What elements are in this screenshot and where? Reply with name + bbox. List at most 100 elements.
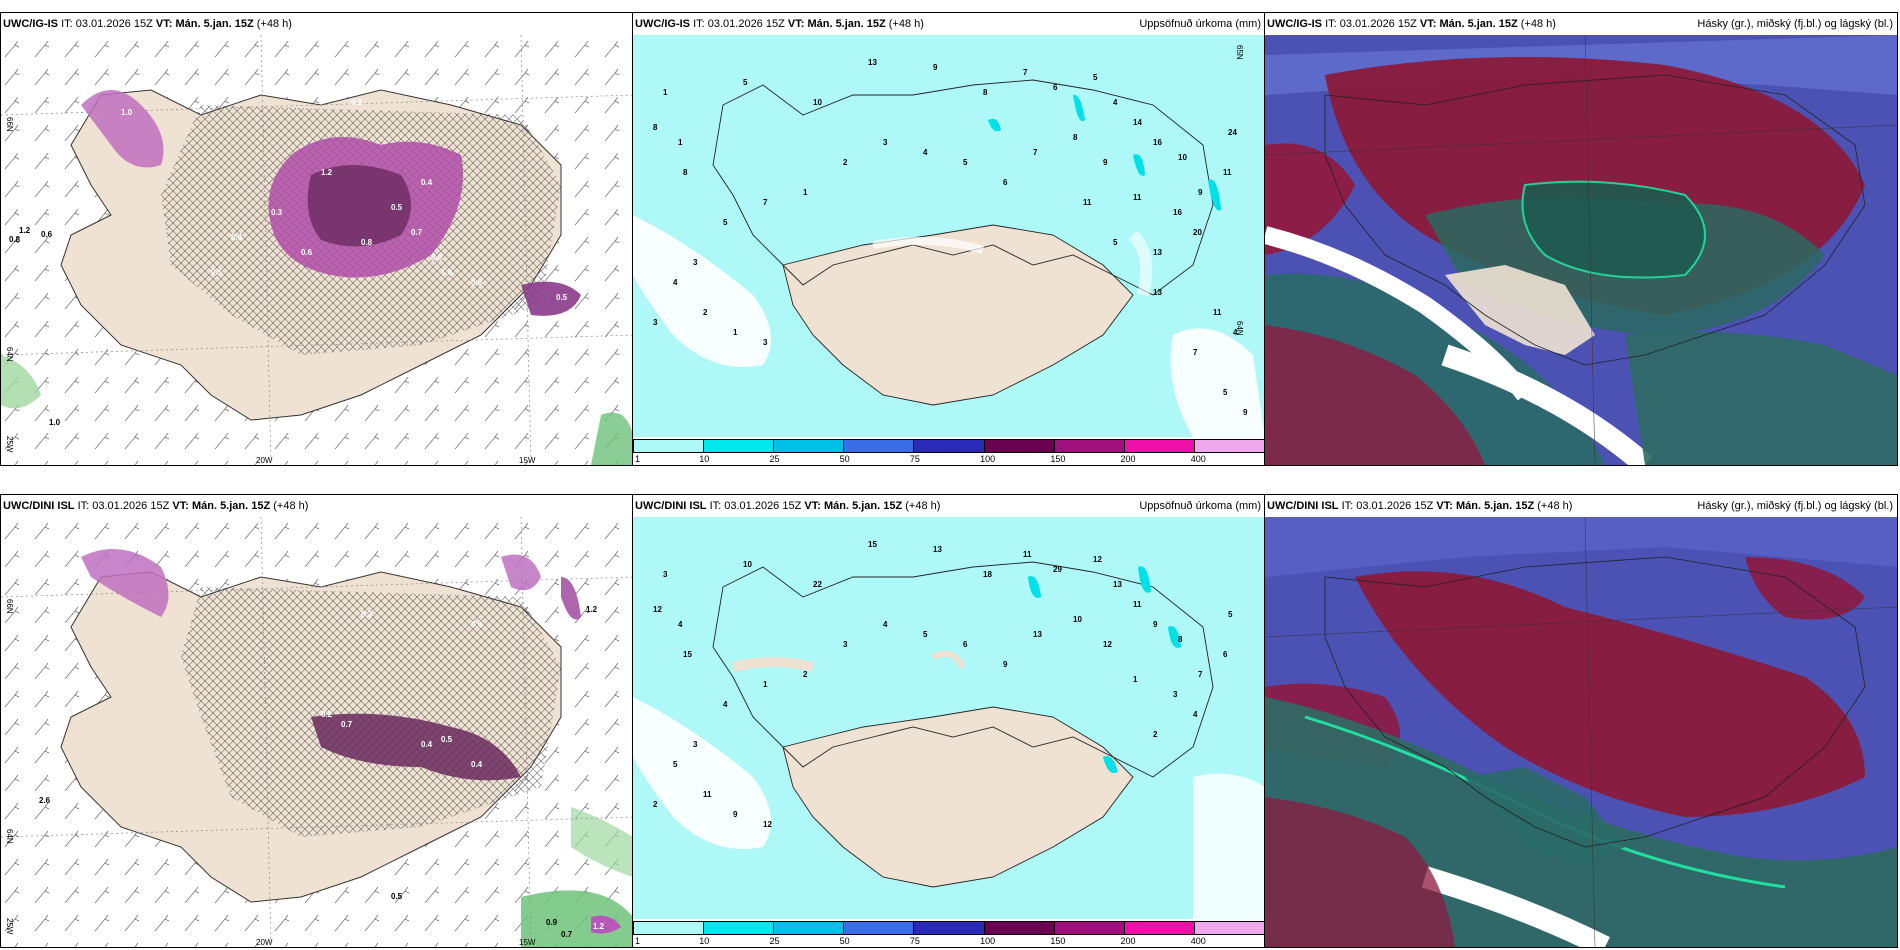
precip-value-label: 3 [663, 570, 668, 579]
colorbar-tick-label: 75 [909, 454, 920, 464]
panel-wind-precip-top: UWC/IG-IS IT: 03.01.2026 15Z VT: Mán. 5.… [0, 12, 634, 466]
panel-clouds-bottom: UWC/DINI ISL IT: 03.01.2026 15Z VT: Mán.… [1264, 494, 1898, 948]
precip-value-label: 13 [1153, 248, 1162, 257]
colorbar-tick-label: 25 [769, 454, 780, 464]
coast-value: 1.0 [49, 418, 61, 427]
precip-value-label: 6 [1003, 178, 1008, 187]
map-svg-2: 65N 64N 11885101398765414161091124201613… [633, 35, 1265, 437]
value-label: 0.7 [411, 228, 423, 237]
precip-value-label: 9 [933, 63, 938, 72]
panel-accum-precip-bottom: UWC/DINI ISL IT: 03.01.2026 15Z VT: Mán.… [632, 494, 1266, 948]
map-accum-precip[interactable]: 65N 64N 1 1 8 8 5 10 13 9 8 7 6 5 4 14 16 10 9 11 24 20 16 13… [633, 35, 1265, 437]
model-name: UWC/DINI ISL [635, 500, 707, 512]
coast-value: 0.6 [41, 230, 53, 239]
precip-value-label: 11 [1023, 550, 1032, 559]
colorbar-swatch [843, 921, 914, 935]
colorbar-swatch [773, 921, 844, 935]
lead-time: (+48 h) [1537, 500, 1573, 512]
precip-value-label: 12 [763, 820, 772, 829]
precip-value-label: 13 [868, 58, 877, 67]
colorbar-tick-label: 75 [909, 936, 920, 946]
panel-header: UWC/DINI ISL IT: 03.01.2026 15Z VT: Mán.… [1, 495, 633, 517]
precip-value-label: 2 [843, 158, 848, 167]
model-name: UWC/IG-IS [635, 18, 690, 30]
precip-value-label: 8 [1178, 635, 1183, 644]
colorbar-swatch [983, 439, 1054, 453]
precip-value-label: 5 [923, 630, 928, 639]
value-label: 0.6 [471, 278, 483, 287]
value-label: 0.7 [341, 720, 353, 729]
value-label: 0.3 [271, 208, 283, 217]
value-label: 1.0 [121, 108, 133, 117]
colorbar-tick-label: 100 [980, 454, 996, 464]
precip-value-label: 2 [703, 308, 708, 317]
value-label: 0.4 [231, 233, 243, 242]
value-label: 0.6 [471, 620, 483, 629]
colorbar-tick-label: 10 [699, 454, 710, 464]
value-label: 0.7 [541, 570, 553, 579]
vt-label: VT: [172, 500, 189, 512]
value-label: 0.4 [421, 740, 433, 749]
lat-label: 66N [5, 117, 14, 132]
precip-value-label: 8 [983, 88, 988, 97]
precip-value-label: 2 [803, 670, 808, 679]
value-label: 0.6 [301, 248, 313, 257]
map-clouds[interactable] [1265, 517, 1897, 947]
value-label: 0.9 [431, 253, 443, 262]
precip-value-label: 5 [743, 78, 748, 87]
lat-label: 64N [1235, 321, 1244, 336]
map-svg-4: 66N 64N 25W 20W 15W 0.2 0.7 0.4 0.5 0.6 … [1, 517, 633, 947]
map-svg-3 [1265, 35, 1897, 465]
precip-value-label: 7 [1198, 670, 1203, 679]
vt-label: VT: [787, 18, 805, 30]
model-name: UWC/DINI ISL [1267, 500, 1339, 512]
colorbar-tick-label: 400 [1190, 936, 1206, 946]
colorbar-tick-label: 1 [635, 454, 641, 464]
cloud-title: Hásky (gr.), miðský (fj.bl.) og lágský (… [1697, 500, 1893, 512]
panel-header: UWC/DINI ISL IT: 03.01.2026 15Z VT: Mán.… [633, 495, 1265, 517]
vt-label: VT: [804, 500, 821, 512]
precip-value-label: 7 [1193, 348, 1198, 357]
precip-value-label: 4 [1233, 328, 1238, 337]
panel-accum-precip-top: UWC/IG-IS IT: 03.01.2026 15Z VT: Mán. 5.… [632, 12, 1266, 466]
precip-value-label: 15 [868, 540, 877, 549]
precip-value-label: 5 [723, 218, 728, 227]
coast-value: 0.5 [391, 892, 403, 901]
map-wind-precip[interactable]: 66N 64N 25W 20W 15W 0.2 0.7 0.4 0.5 0.6 … [1, 517, 633, 947]
precip-value-label: 5 [1113, 238, 1118, 247]
it-value: 03.01.2026 15Z [75, 18, 153, 30]
lat-label: 65N [1235, 45, 1244, 60]
value-label: 1.2 [586, 605, 598, 614]
value-label: 0.4 [421, 178, 433, 187]
map-clouds[interactable] [1265, 35, 1897, 465]
colorbar-swatch [983, 921, 1054, 935]
precip-value-label: 4 [678, 620, 683, 629]
colorbar: 1 10 25 50 75 100 150 200 400 [633, 437, 1265, 465]
panel-header: UWC/DINI ISL IT: 03.01.2026 15Z VT: Mán.… [1265, 495, 1897, 517]
precip-value-label: 6 [963, 640, 968, 649]
colorbar: 1 10 25 50 75 100 150 200 400 [633, 919, 1265, 947]
map-svg-1: 66N 64N 25W 20W 15W 0.3 1.2 0.4 0.5 0.8 … [1, 35, 633, 465]
colorbar-tick-label: 200 [1120, 936, 1136, 946]
colorbar-tick-label: 150 [1050, 454, 1066, 464]
precip-value-label: 5 [673, 760, 678, 769]
precip-value-label: 4 [723, 700, 728, 709]
model-name: UWC/IG-IS [1267, 18, 1322, 30]
it-value: 03.01.2026 15Z [724, 500, 802, 512]
cloud-title: Hásky (gr.), miðský (fj.bl.) og lágský (… [1697, 18, 1893, 30]
precip-value-label: 3 [693, 258, 698, 267]
value-label: 1.0 [441, 268, 453, 277]
vt-label: VT: [1419, 18, 1437, 30]
precip-value-label: 3 [693, 740, 698, 749]
colorbar-tick-label: 50 [839, 936, 850, 946]
map-svg-6 [1265, 517, 1897, 947]
value-label: 0.3 [351, 98, 363, 107]
precip-value-label: 12 [1093, 555, 1102, 564]
map-wind-precip[interactable]: 66N 64N 25W 20W 15W 0.3 1.2 0.4 0.5 0.8 … [1, 35, 633, 465]
value-label: 0.3 [361, 610, 373, 619]
panel-clouds-top: UWC/IG-IS IT: 03.01.2026 15Z VT: Mán. 5.… [1264, 12, 1898, 466]
map-accum-precip[interactable]: 3 4 12 15 10 22 15 13 18 11 29 12 13 11 9 8 7 6 5 4 3 2 1 12 10 1… [633, 517, 1265, 919]
it-value: 03.01.2026 15Z [1356, 500, 1434, 512]
precip-value-label: 11 [1083, 198, 1092, 207]
precip-value-label: 13 [933, 545, 942, 554]
